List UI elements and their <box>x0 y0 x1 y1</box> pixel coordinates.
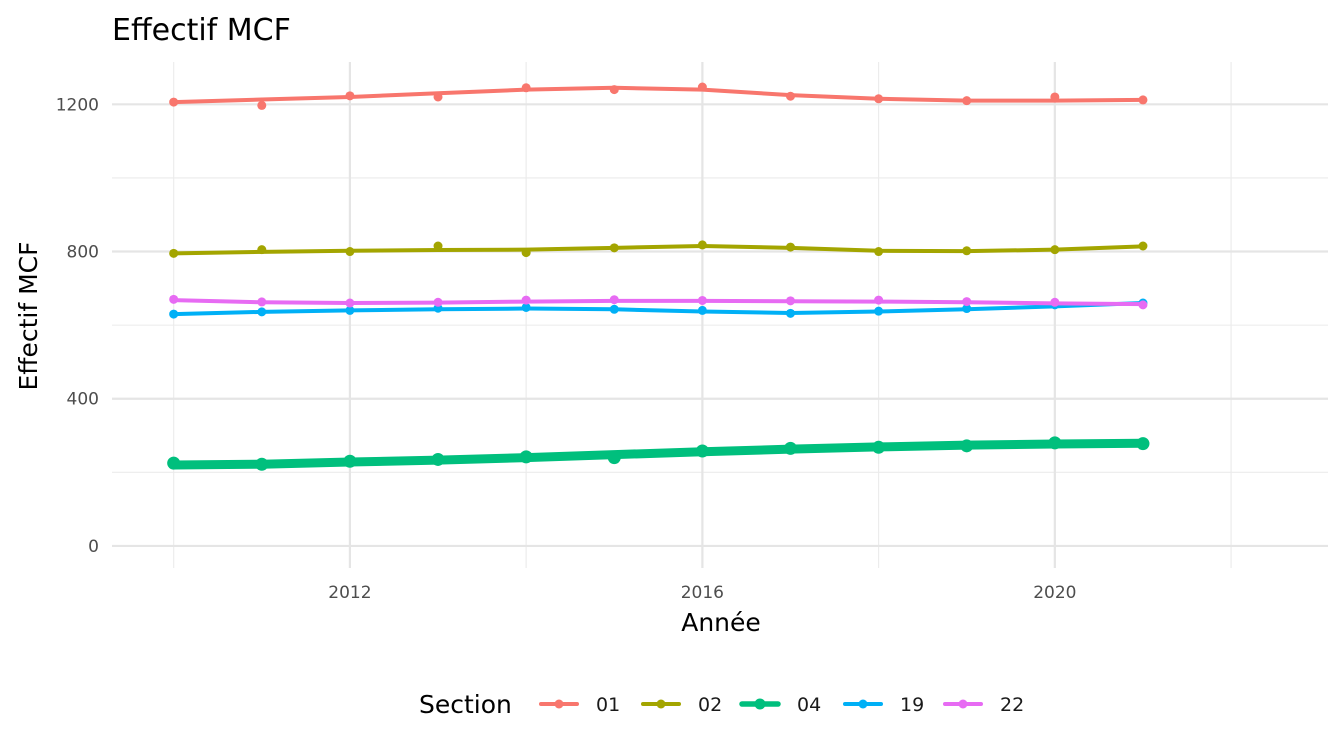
data-point-22 <box>697 295 707 305</box>
data-point-19 <box>785 308 795 318</box>
x-tick-label: 2012 <box>328 583 371 603</box>
series-line-02 <box>171 244 1145 256</box>
data-point-22 <box>962 297 972 307</box>
data-point-19 <box>874 306 884 316</box>
data-point-01 <box>1138 95 1148 105</box>
data-point-02 <box>521 248 531 258</box>
legend-label: 22 <box>1000 694 1024 716</box>
legend-label: 02 <box>698 694 722 716</box>
legend-key-point <box>858 699 868 709</box>
legend-key-point <box>656 699 666 709</box>
data-point-19 <box>345 305 355 315</box>
legend-label: 04 <box>797 694 821 716</box>
data-point-02 <box>785 242 795 252</box>
series-01 <box>169 82 1148 110</box>
data-point-01 <box>609 85 619 95</box>
series-22 <box>169 294 1148 310</box>
data-point-02 <box>697 240 707 250</box>
data-point-22 <box>521 295 531 305</box>
legend-key-point <box>958 699 968 709</box>
series-layer <box>167 82 1150 471</box>
data-point-04 <box>1136 437 1150 451</box>
data-point-22 <box>1050 297 1060 307</box>
data-point-01 <box>697 82 707 92</box>
legend-item-22: 22 <box>943 694 1024 716</box>
data-point-02 <box>345 247 355 257</box>
series-02 <box>169 240 1148 258</box>
axis-tick-labels: 0 400 800 1200 2012 2016 2020 <box>56 95 1077 603</box>
data-point-01 <box>962 96 972 106</box>
y-tick-label: 1200 <box>56 95 99 115</box>
x-axis-title: Année <box>681 608 761 637</box>
series-line-22 <box>171 298 1145 307</box>
data-point-19 <box>697 305 707 315</box>
legend-label: 01 <box>596 694 620 716</box>
data-point-04 <box>255 457 269 471</box>
x-tick-label: 2016 <box>681 583 724 603</box>
data-point-22 <box>874 295 884 305</box>
data-point-04 <box>872 440 886 454</box>
data-point-19 <box>962 304 972 314</box>
data-point-01 <box>1050 92 1060 102</box>
data-point-19 <box>521 302 531 312</box>
series-04 <box>167 436 1150 471</box>
series-line-04 <box>169 438 1148 470</box>
legend: Section 01 02 04 19 22 <box>419 690 1024 719</box>
data-point-04 <box>343 454 357 468</box>
data-point-19 <box>257 307 267 317</box>
legend-item-02: 02 <box>641 694 722 716</box>
legend-title: Section <box>419 690 512 719</box>
grid <box>112 62 1328 568</box>
data-point-22 <box>433 297 443 307</box>
legend-label: 19 <box>900 694 924 716</box>
data-point-19 <box>609 304 619 314</box>
y-tick-label: 400 <box>67 390 99 410</box>
legend-key-point <box>554 699 564 709</box>
data-point-22 <box>785 296 795 306</box>
series-line-01 <box>171 85 1145 105</box>
data-point-01 <box>521 83 531 93</box>
data-point-01 <box>257 100 267 110</box>
data-point-04 <box>167 456 181 470</box>
data-point-02 <box>874 247 884 257</box>
data-point-02 <box>169 248 179 258</box>
data-point-22 <box>345 298 355 308</box>
data-point-02 <box>1050 245 1060 255</box>
data-point-04 <box>431 452 445 466</box>
data-point-04 <box>607 451 621 465</box>
data-point-04 <box>783 441 797 455</box>
y-axis-title: Effectif MCF <box>14 241 43 390</box>
data-point-01 <box>169 97 179 107</box>
legend-item-01: 01 <box>539 694 620 716</box>
data-point-01 <box>874 94 884 104</box>
data-point-01 <box>433 92 443 102</box>
chart-title: Effectif MCF <box>112 13 291 48</box>
data-point-01 <box>345 91 355 101</box>
data-point-19 <box>169 309 179 319</box>
legend-key-point <box>754 698 766 710</box>
y-tick-label: 0 <box>88 537 99 557</box>
data-point-04 <box>519 450 533 464</box>
data-point-22 <box>609 295 619 305</box>
data-point-22 <box>257 297 267 307</box>
data-point-02 <box>1138 241 1148 251</box>
legend-item-19: 19 <box>843 694 924 716</box>
data-point-02 <box>962 246 972 256</box>
data-point-02 <box>609 243 619 253</box>
data-point-22 <box>169 294 179 304</box>
data-point-22 <box>1138 300 1148 310</box>
data-point-02 <box>257 245 267 255</box>
data-point-04 <box>1048 436 1062 450</box>
data-point-04 <box>695 444 709 458</box>
data-point-01 <box>785 91 795 101</box>
legend-item-04: 04 <box>739 694 821 716</box>
y-tick-label: 800 <box>67 243 99 263</box>
data-point-04 <box>960 439 974 453</box>
series-line-19 <box>171 301 1145 317</box>
x-tick-label: 2020 <box>1033 583 1076 603</box>
data-point-02 <box>433 241 443 251</box>
